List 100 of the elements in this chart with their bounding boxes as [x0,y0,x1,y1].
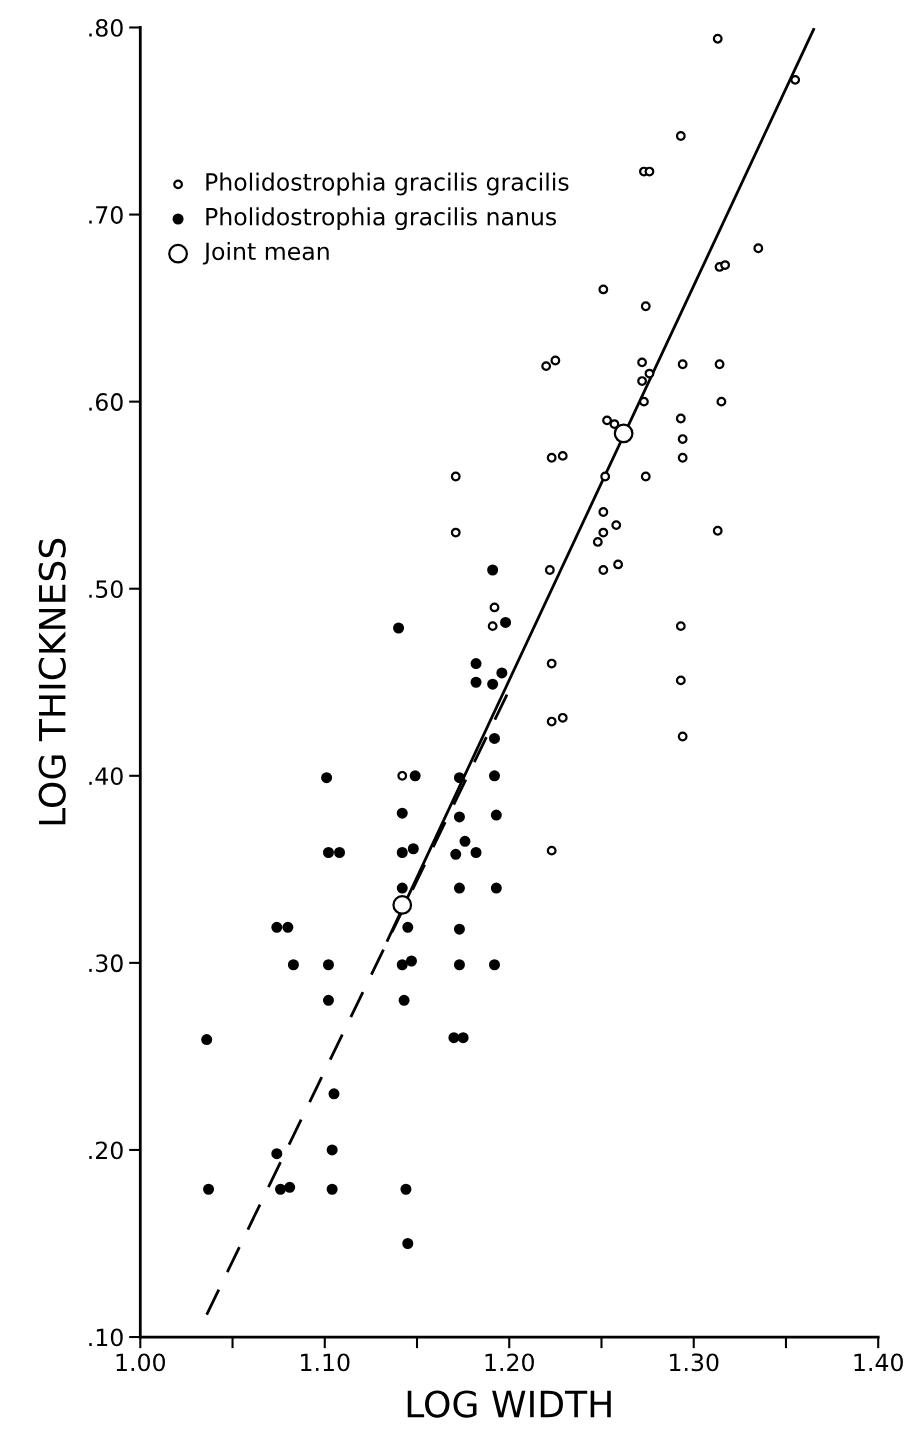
point [677,452,688,463]
point [392,894,413,915]
y-tick-label: .50 [89,580,123,599]
point [500,616,512,628]
point [396,807,408,819]
point [203,1183,215,1195]
point [544,565,555,575]
point [550,355,561,366]
point [487,678,499,690]
point [275,1183,286,1195]
legend-label: Pholidostrophia gracilis gracilis [206,172,569,196]
x-axis-title: LOG WIDTH [407,1390,611,1418]
point [396,882,408,894]
point [714,359,725,370]
point [557,712,568,723]
point [397,770,408,781]
point [720,260,730,270]
point [613,423,634,444]
point [546,452,557,463]
point [677,434,688,444]
point [201,1034,213,1046]
point [407,843,419,855]
point [598,565,609,575]
y-tick-label: .10 [89,1328,123,1347]
point [490,882,502,894]
point [396,847,408,858]
point [598,507,609,517]
point [489,602,500,613]
point [598,284,609,295]
point [639,396,649,407]
point [453,882,465,894]
point [488,959,500,971]
point [675,131,686,141]
point [613,559,623,570]
point [322,847,334,858]
point [453,923,465,935]
point [611,520,622,531]
y-tick-label: .80 [89,18,123,37]
point [541,361,552,372]
point [637,357,647,368]
point [457,1032,469,1044]
point [326,1144,338,1156]
y-tick-label: .60 [89,393,123,411]
point [398,994,410,1006]
point [609,419,620,430]
point [396,959,408,971]
point [546,845,557,856]
point [753,243,764,254]
point [450,848,462,860]
point [322,959,334,971]
point [677,731,688,742]
x-tick-label: 1.10 [301,1353,350,1372]
y-tick-label: .40 [89,767,123,786]
point [409,770,421,782]
point [271,921,283,933]
point [402,1237,414,1249]
point [322,994,334,1006]
point [600,471,611,482]
point [487,564,499,576]
point [402,921,414,933]
point [450,471,461,482]
legend-label: Pholidostrophia gracilis nanus [206,207,557,231]
point [405,955,417,967]
point [321,772,333,784]
point [496,667,508,679]
point [487,621,498,632]
point [602,415,612,426]
y-tick-label: .70 [89,206,123,224]
point [448,1032,460,1044]
point [287,959,299,971]
point [644,368,655,379]
point [488,732,500,744]
point [282,921,294,933]
point [334,847,346,858]
point [675,621,686,632]
point [470,658,482,670]
point [459,835,471,847]
point [326,1183,338,1195]
point [640,471,651,482]
x-tick-label: 1.40 [854,1353,903,1372]
point [453,772,465,784]
point [490,809,502,821]
point [271,1148,283,1160]
x-tick-label: 1.30 [670,1353,719,1372]
point [393,622,405,634]
point [328,1088,340,1100]
point [453,811,465,823]
point [675,675,686,686]
point [637,376,647,386]
x-tick-label: 1.20 [485,1353,534,1372]
point [640,301,651,312]
point [470,676,482,688]
point [557,450,568,461]
point [470,847,482,858]
y-tick-label: .30 [89,954,123,973]
point [546,716,557,727]
point [598,527,609,538]
point [284,1181,296,1193]
x-tick-label: 1.00 [116,1353,166,1372]
y-tick-label: .20 [89,1141,123,1160]
